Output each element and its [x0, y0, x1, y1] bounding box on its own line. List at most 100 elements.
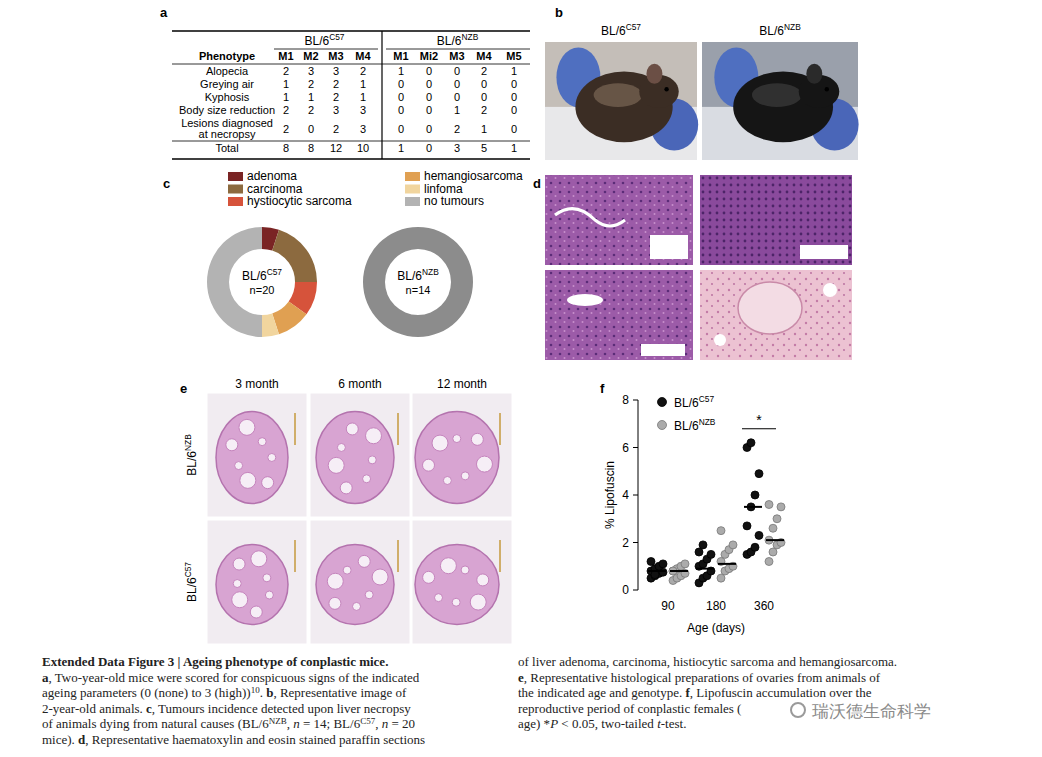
follicle — [432, 435, 448, 451]
mean-line — [766, 539, 784, 541]
y-tick-label: 8 — [622, 393, 629, 407]
table-cell: 2 — [308, 104, 314, 116]
caption-text: n — [293, 716, 300, 731]
table-cell: 2 — [283, 123, 289, 135]
table-cell: 0 — [398, 91, 404, 103]
scatter-chart: 02468% Lipofuscin90180360Age (days)BL/6C… — [603, 393, 785, 635]
caption-text: n — [382, 716, 389, 731]
table-cell: 2 — [333, 91, 339, 103]
caption-text: ageing parameters (0 (none) to 3 (high)) — [42, 685, 251, 700]
histology-tissue — [700, 175, 852, 265]
table-cell: 0 — [426, 65, 432, 77]
caption-text: , — [287, 716, 294, 731]
y-tick — [633, 542, 638, 543]
legend-swatch — [228, 197, 243, 206]
significance-bar — [742, 428, 776, 429]
table-cell: 0 — [481, 78, 487, 90]
follicle — [443, 476, 451, 484]
mouse-ear — [646, 64, 662, 84]
legend-swatch — [228, 172, 243, 181]
mouse-fur — [752, 83, 802, 107]
follicle — [343, 566, 351, 574]
mouse-photo — [702, 42, 859, 160]
y-tick-label: 2 — [622, 536, 629, 550]
histology-image — [545, 270, 693, 360]
caption-text: = 14; BL/6 — [300, 716, 360, 731]
table-separator — [381, 31, 382, 159]
table-cell: 0 — [454, 65, 460, 77]
follicle — [372, 569, 388, 585]
data-point — [777, 503, 785, 511]
table-cell: 0 — [511, 91, 517, 103]
column-header: Phenotype — [199, 50, 255, 62]
caption-line: reproductive period of conplastic female… — [518, 701, 741, 716]
table-cell: 10 — [357, 142, 369, 154]
data-point — [769, 524, 777, 532]
label-base: BL/6 — [185, 577, 199, 602]
table-cell: 8 — [283, 142, 289, 154]
caption-line: 2-year-old animals. c, Tumours incidence… — [42, 701, 411, 716]
caption-text: b — [266, 685, 273, 700]
caption-text: NZB — [269, 716, 287, 726]
label-base: BL/6 — [185, 451, 199, 476]
lesion — [738, 282, 802, 334]
histology-tissue — [545, 175, 693, 265]
row-label: Total — [215, 142, 238, 154]
table-cell: 2 — [308, 78, 314, 90]
follicle — [233, 580, 241, 588]
ovary-image — [412, 520, 512, 644]
table-rule — [172, 158, 530, 160]
follicle — [423, 571, 435, 583]
photo-label: BL/6NZB — [759, 22, 801, 38]
follicle — [265, 591, 273, 599]
row-label-line: Greying air — [200, 78, 254, 90]
scale-bar — [294, 413, 296, 445]
follicle — [470, 594, 486, 610]
table-cell: 1 — [481, 123, 487, 135]
label-superscript: C57 — [329, 32, 345, 42]
table-cell: 0 — [426, 142, 432, 154]
vessel — [567, 294, 603, 306]
data-point — [729, 541, 737, 549]
data-point — [765, 558, 773, 566]
y-tick-label: 6 — [622, 441, 629, 455]
follicle — [251, 551, 267, 567]
legend-marker — [658, 421, 667, 430]
label-base: BL/6 — [437, 34, 462, 48]
follicle — [452, 598, 460, 606]
label-base: BL/6 — [601, 24, 626, 38]
caption-text: t — [657, 716, 661, 731]
label-base: BL/6 — [674, 396, 699, 410]
caption-line: mice). d, Representative haematoxylin an… — [42, 732, 425, 747]
mean-line — [670, 570, 688, 572]
row-label-line: Kyphosis — [205, 91, 250, 103]
column-header: M5 — [506, 50, 521, 62]
legend: BL/6C57BL/6NZB — [658, 394, 716, 433]
donut-slice — [363, 227, 473, 337]
row-label: Greying air — [200, 78, 254, 90]
legend-label: no tumours — [424, 194, 484, 208]
caption-text: reproductive period of conplastic female… — [518, 701, 741, 716]
data-point — [747, 439, 755, 447]
table-cell: 1 — [398, 65, 404, 77]
table-cell: 0 — [481, 91, 487, 103]
data-point — [751, 491, 759, 499]
panel-letter: c — [163, 176, 170, 191]
caption-line: age) *P < 0.05, two-tailed t-test. — [518, 716, 686, 731]
ovary-image — [207, 393, 307, 517]
label-base: BL/6 — [304, 34, 329, 48]
caption-text: of liver adenoma, carcinoma, histiocytic… — [518, 654, 897, 669]
table-cell: 2 — [333, 123, 339, 135]
caption-line: of animals dying from natural causes (BL… — [42, 716, 415, 731]
follicle — [239, 419, 255, 435]
table-cell: 2 — [283, 65, 289, 77]
donut-title: BL/6NZB — [397, 267, 439, 283]
row-label: Lesions diagnosedat necropsy — [181, 117, 273, 140]
caption-text: Extended Data Figure 3 | Ageing phenotyp… — [42, 654, 388, 669]
label-superscript: C57 — [699, 394, 715, 404]
follicle — [226, 439, 238, 451]
y-tick — [633, 590, 638, 591]
column-label: 3 month — [235, 377, 278, 391]
data-point — [695, 548, 703, 556]
donut-title: BL/6C57 — [242, 267, 282, 283]
